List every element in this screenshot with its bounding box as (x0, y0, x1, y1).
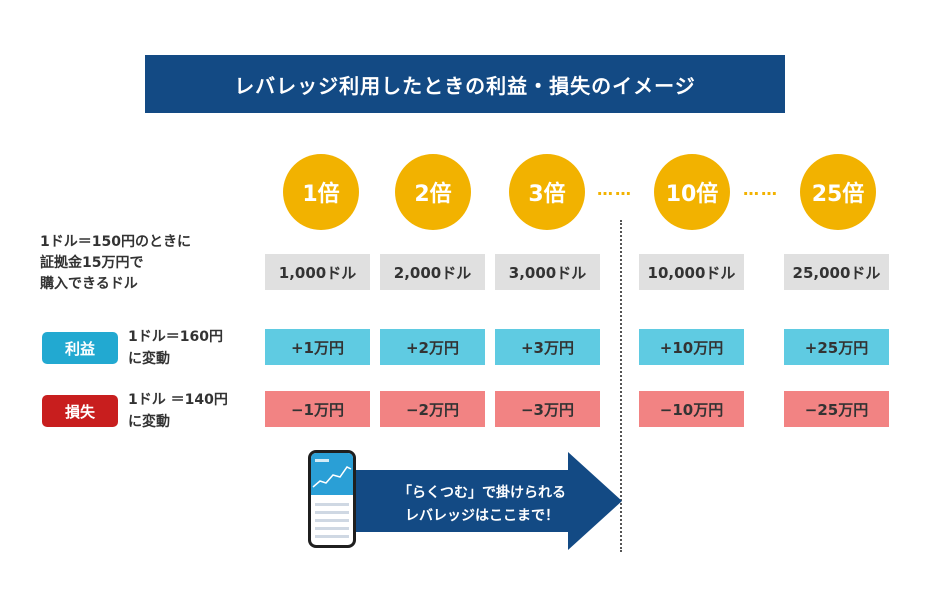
leverage-1x-circle: 1倍 (283, 154, 359, 230)
base-value-10x: 10,000ドル (639, 254, 744, 290)
leverage-3x-circle: 3倍 (509, 154, 585, 230)
limit-divider-line (620, 220, 622, 552)
base-value-2x: 2,000ドル (380, 254, 485, 290)
loss-value-25x: −25万円 (784, 391, 889, 427)
phone-screen (311, 453, 353, 545)
base-label-line-1: 1ドル＝150円のときに (40, 234, 191, 250)
leverage-25x-circle: 25倍 (800, 154, 876, 230)
phone-list-line-2 (315, 511, 349, 514)
leverage-10x-circle: 10倍 (654, 154, 730, 230)
ellipsis-dots-1: …… (597, 180, 633, 199)
profit-badge: 利益 (42, 332, 118, 364)
loss-change-label: 1ドル ＝140円 に変動 (128, 389, 228, 433)
base-value-3x: 3,000ドル (495, 254, 600, 290)
smartphone-icon (308, 450, 356, 548)
loss-label-line-1: 1ドル ＝140円 (128, 392, 228, 408)
arrow-caption-line-2: レバレッジはここまで！ (405, 508, 559, 524)
base-value-25x: 25,000ドル (784, 254, 889, 290)
page-title: レバレッジ利用したときの利益・損失のイメージ (145, 55, 785, 113)
loss-label-line-2: に変動 (128, 414, 170, 430)
phone-list-line-1 (315, 503, 349, 506)
phone-app-header (311, 453, 353, 495)
profit-value-3x: +3万円 (495, 329, 600, 365)
arrow-caption-line-1: 「らくつむ」で掛けられる (398, 485, 566, 501)
loss-value-2x: −2万円 (380, 391, 485, 427)
limit-arrow (350, 452, 622, 550)
profit-value-1x: +1万円 (265, 329, 370, 365)
base-value-1x: 1,000ドル (265, 254, 370, 290)
phone-list-line-3 (315, 519, 349, 522)
profit-value-2x: +2万円 (380, 329, 485, 365)
phone-chart-icon (312, 459, 352, 488)
phone-list-line-5 (315, 535, 349, 538)
phone-list-line-4 (315, 527, 349, 530)
base-label-line-3: 購入できるドル (40, 276, 138, 292)
base-row-label: 1ドル＝150円のときに 証拠金15万円で 購入できるドル (40, 232, 191, 295)
loss-value-1x: −1万円 (265, 391, 370, 427)
profit-value-25x: +25万円 (784, 329, 889, 365)
profit-label-line-2: に変動 (128, 351, 170, 367)
loss-value-3x: −3万円 (495, 391, 600, 427)
profit-change-label: 1ドル＝160円 に変動 (128, 326, 223, 370)
arrow-shape (350, 452, 622, 550)
profit-value-10x: +10万円 (639, 329, 744, 365)
profit-label-line-1: 1ドル＝160円 (128, 329, 223, 345)
ellipsis-dots-2: …… (743, 180, 779, 199)
loss-value-10x: −10万円 (639, 391, 744, 427)
base-label-line-2: 証拠金15万円で (40, 255, 144, 271)
arrow-caption: 「らくつむ」で掛けられる レバレッジはここまで！ (362, 482, 602, 528)
loss-badge: 損失 (42, 395, 118, 427)
leverage-2x-circle: 2倍 (395, 154, 471, 230)
